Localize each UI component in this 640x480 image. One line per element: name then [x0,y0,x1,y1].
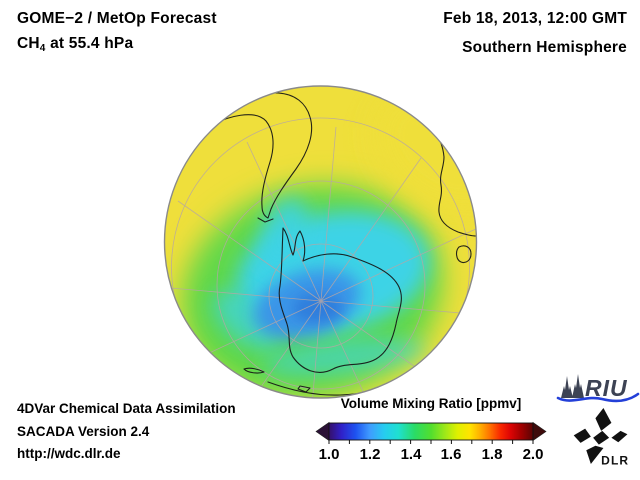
formula-prefix: CH [17,35,40,52]
cathedral-icon [561,374,584,398]
formula-suffix: at 55.4 hPa [45,35,134,52]
colorbar-arrow-right [532,421,547,442]
globe-limb [163,85,478,399]
title-species-level: CH4 at 55.4 hPa [17,35,133,54]
riu-wave-icon [556,392,640,403]
dlr-star-icon [573,408,628,464]
colorbar-tick-label: 1.8 [481,446,503,463]
field-deep-blue-core [293,293,343,323]
coastline-madagascar [456,245,472,264]
colorbar-minor-ticks [328,440,534,444]
dlr-logo: DLR [573,408,629,468]
coastline-antarctica [278,227,402,373]
graticule [164,117,477,398]
dlr-logo-text: DLR [601,454,629,468]
colorbar [315,421,547,444]
colorbar-tick-labels: 1.0 1.2 1.4 1.6 1.8 2.0 [0,446,640,466]
datetime-label: Feb 18, 2013, 12:00 GMT [443,10,627,27]
riu-logo: RIU [556,374,640,403]
footer-url: http://wdc.dlr.de [17,446,121,461]
coastline-south-america [209,92,313,219]
colorbar-tick-label: 1.2 [359,446,381,463]
riu-logo-text: RIU [585,375,628,401]
colorbar-arrow-left [315,421,330,442]
colorbar-tick-label: 2.0 [522,446,544,463]
coastline-tierra-del-fuego [257,217,274,223]
formula-subscript: 4 [39,43,46,54]
hemisphere-label: Southern Hemisphere [462,39,627,56]
colorbar-tick-label: 1.0 [318,446,340,463]
colorbar-gradient-bar [328,422,534,441]
colorbar-title: Volume Mixing Ratio [ppmv] [340,396,522,411]
title-instrument: GOME−2 / MetOp Forecast [17,10,217,27]
footer-version-label: SACADA Version 2.4 [17,424,150,439]
coastline-bottom-islands [243,367,439,396]
field-cyan-arm-sw [212,289,282,351]
footer-assimilation-label: 4DVar Chemical Data Assimilation [17,401,236,416]
field-cyan-arm-nw [260,197,308,271]
colorbar-tick-label: 1.4 [400,446,422,463]
colorbar-tick-label: 1.6 [440,446,462,463]
